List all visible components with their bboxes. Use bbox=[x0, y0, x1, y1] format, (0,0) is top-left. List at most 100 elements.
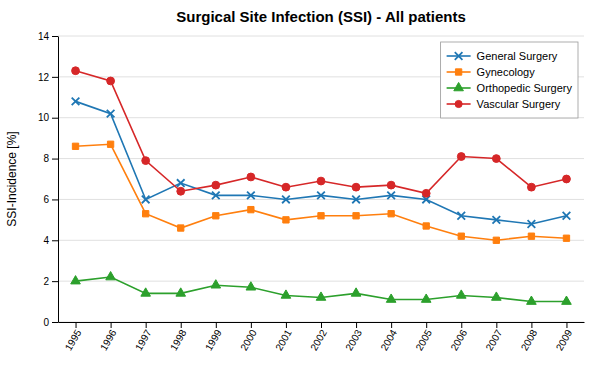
x-tick: 1995 bbox=[63, 322, 84, 352]
point bbox=[351, 288, 361, 296]
y-tick: 8 bbox=[43, 153, 58, 164]
point bbox=[248, 206, 254, 212]
x-axis: 1995199619971998199920002001200220032004… bbox=[59, 322, 585, 352]
tick-mark bbox=[566, 322, 567, 328]
point bbox=[493, 237, 499, 243]
point bbox=[72, 98, 80, 106]
tick-label: 10 bbox=[38, 112, 50, 123]
title: Surgical Site Infection (SSI) - All pati… bbox=[176, 8, 465, 25]
point bbox=[72, 143, 78, 149]
point bbox=[562, 296, 572, 304]
point bbox=[423, 223, 429, 229]
tick-mark bbox=[146, 322, 147, 328]
tick-label: 2001 bbox=[273, 327, 294, 352]
grid-line bbox=[58, 281, 584, 282]
legend-label: Orthopedic Surgery bbox=[477, 82, 573, 94]
marks bbox=[71, 67, 572, 305]
tick-mark bbox=[216, 322, 217, 328]
point bbox=[458, 233, 464, 239]
point bbox=[388, 211, 394, 217]
x-tick: 2009 bbox=[554, 322, 575, 352]
point bbox=[213, 213, 219, 219]
y-tick: 4 bbox=[43, 235, 58, 246]
tick-mark bbox=[52, 118, 58, 119]
grid-line bbox=[58, 199, 584, 200]
point bbox=[177, 179, 185, 187]
x-tick: 2002 bbox=[308, 322, 329, 352]
tick-mark bbox=[181, 322, 182, 328]
tick-mark bbox=[426, 322, 427, 328]
tick-label: 1997 bbox=[133, 327, 154, 352]
x-tick: 2005 bbox=[413, 322, 434, 352]
plot-area: 1995199619971998199920002001200220032004… bbox=[38, 31, 585, 353]
tick-mark bbox=[391, 322, 392, 328]
tick-mark bbox=[321, 322, 322, 328]
legend-frame bbox=[441, 42, 578, 118]
tick-mark bbox=[111, 322, 112, 328]
x-tick: 1996 bbox=[98, 322, 119, 352]
point bbox=[212, 181, 220, 189]
tick-mark bbox=[52, 199, 58, 200]
point bbox=[352, 183, 360, 191]
point bbox=[422, 189, 430, 197]
point bbox=[316, 292, 326, 300]
tick-label: 4 bbox=[43, 235, 49, 246]
grid bbox=[58, 36, 584, 322]
series-line bbox=[76, 144, 567, 240]
point bbox=[106, 272, 116, 280]
point bbox=[107, 77, 115, 85]
tick-label: 2004 bbox=[378, 327, 399, 352]
point bbox=[457, 212, 465, 220]
point bbox=[317, 192, 325, 200]
legend-marker bbox=[455, 100, 462, 107]
point bbox=[143, 211, 149, 217]
legend-marker bbox=[455, 52, 463, 60]
point bbox=[563, 212, 571, 220]
point bbox=[177, 187, 185, 195]
x-tick: 2003 bbox=[343, 322, 364, 352]
legend-label: Vascular Surgery bbox=[477, 98, 561, 110]
chart: 1995199619971998199920002001200220032004… bbox=[0, 0, 600, 374]
x-tick: 1998 bbox=[168, 322, 189, 352]
point bbox=[353, 213, 359, 219]
tick-label: 1998 bbox=[168, 327, 189, 352]
point bbox=[456, 290, 466, 298]
x-tick: 2008 bbox=[519, 322, 540, 352]
tick-mark bbox=[76, 322, 77, 328]
tick-label: 2002 bbox=[308, 327, 329, 352]
x-tick: 1997 bbox=[133, 322, 154, 352]
series-line bbox=[76, 101, 567, 224]
x-tick: 2004 bbox=[378, 322, 399, 352]
legend-marker bbox=[454, 82, 464, 90]
tick-label: 12 bbox=[38, 72, 50, 83]
point bbox=[72, 67, 80, 75]
tick-mark bbox=[251, 322, 252, 328]
point bbox=[352, 196, 360, 204]
point bbox=[387, 192, 395, 200]
point bbox=[178, 225, 184, 231]
y-tick: 12 bbox=[38, 72, 58, 83]
grid-line bbox=[58, 158, 584, 159]
legend-marker bbox=[455, 69, 461, 75]
legend-label: General Surgery bbox=[477, 50, 558, 62]
point bbox=[527, 183, 535, 191]
point bbox=[247, 192, 255, 200]
tick-label: 0 bbox=[43, 317, 49, 328]
tick-mark bbox=[356, 322, 357, 328]
point bbox=[141, 288, 151, 296]
axis-domain bbox=[58, 37, 59, 323]
tick-label: 2007 bbox=[484, 327, 505, 352]
legend: General SurgeryGynecologyOrthopedic Surg… bbox=[441, 42, 578, 118]
point bbox=[176, 288, 186, 296]
tick-label: 1995 bbox=[63, 327, 84, 352]
point bbox=[246, 282, 256, 290]
grid-line bbox=[58, 36, 584, 37]
point bbox=[528, 233, 534, 239]
tick-label: 8 bbox=[43, 153, 49, 164]
point bbox=[563, 235, 569, 241]
point bbox=[283, 217, 289, 223]
tick-label: 2005 bbox=[413, 327, 434, 352]
point bbox=[282, 196, 290, 204]
point bbox=[528, 220, 536, 228]
x-tick: 2000 bbox=[238, 322, 259, 352]
